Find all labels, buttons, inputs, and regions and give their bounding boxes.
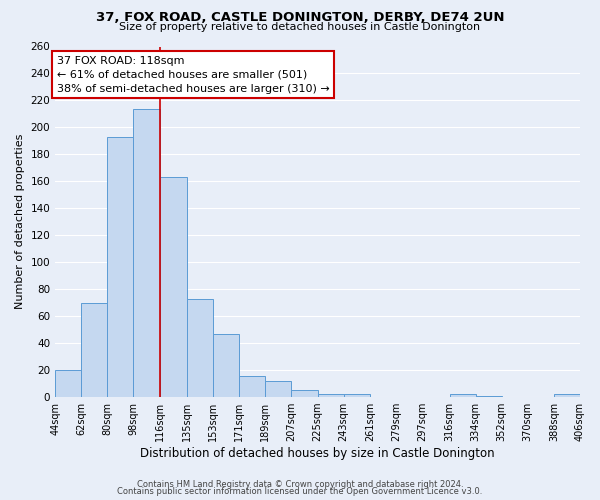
Y-axis label: Number of detached properties: Number of detached properties (15, 134, 25, 310)
Text: 37 FOX ROAD: 118sqm
← 61% of detached houses are smaller (501)
38% of semi-detac: 37 FOX ROAD: 118sqm ← 61% of detached ho… (56, 56, 329, 94)
Text: Contains public sector information licensed under the Open Government Licence v3: Contains public sector information licen… (118, 487, 482, 496)
Bar (55, 370, 81, 397)
Bar (187, 298, 213, 397)
Text: 37, FOX ROAD, CASTLE DONINGTON, DERBY, DE74 2UN: 37, FOX ROAD, CASTLE DONINGTON, DERBY, D… (96, 11, 504, 24)
Bar (317, 394, 344, 397)
Bar (160, 178, 187, 397)
Bar (476, 396, 502, 397)
Text: Size of property relative to detached houses in Castle Donington: Size of property relative to detached ho… (119, 22, 481, 32)
Bar (554, 394, 580, 397)
Bar (292, 390, 317, 397)
Bar (449, 394, 476, 397)
Bar (133, 108, 160, 397)
Bar (107, 137, 133, 397)
Bar (265, 381, 292, 397)
Bar (239, 376, 265, 397)
Bar (344, 394, 370, 397)
Text: Contains HM Land Registry data © Crown copyright and database right 2024.: Contains HM Land Registry data © Crown c… (137, 480, 463, 489)
Bar (81, 302, 107, 397)
Bar (213, 334, 239, 397)
X-axis label: Distribution of detached houses by size in Castle Donington: Distribution of detached houses by size … (140, 447, 495, 460)
